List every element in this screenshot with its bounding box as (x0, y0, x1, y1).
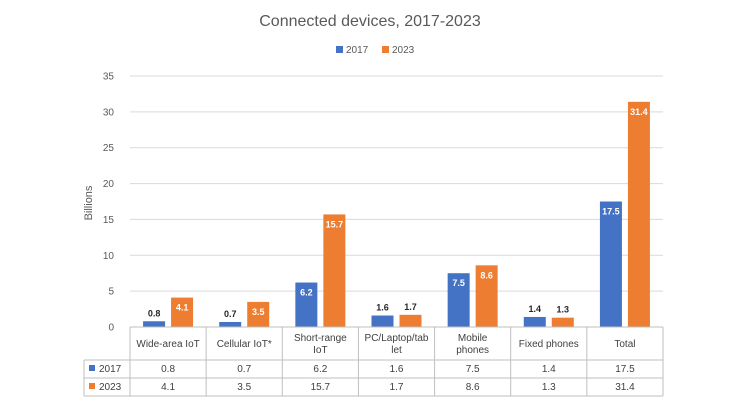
bar-2017 (447, 273, 470, 327)
bar-2023 (399, 314, 422, 327)
y-tick-label: 10 (103, 251, 115, 262)
table-cell: 1.7 (390, 382, 404, 393)
data-label: 17.5 (602, 207, 620, 217)
bar-2017 (219, 321, 242, 327)
legend-label-2017: 2017 (346, 45, 369, 56)
category-label: Total (614, 339, 635, 350)
bar-2023 (247, 301, 270, 327)
data-labels: 0.8 4.1 0.7 3.5 6.2 15.7 1.6 1.7 7.5 8.6 1.4 1.3 17.… (148, 107, 648, 319)
category-label: Mobile (458, 333, 488, 344)
category-label: let (391, 345, 402, 356)
data-label: 31.4 (630, 107, 648, 117)
table-swatch-2023 (89, 383, 95, 389)
category-label: Short-range (294, 333, 347, 344)
table-cell: 31.4 (615, 382, 635, 393)
legend-label-2023: 2023 (392, 45, 415, 56)
data-label: 4.1 (176, 303, 189, 313)
y-tick-label: 35 (103, 72, 115, 83)
bar-2023 (551, 317, 574, 327)
data-label: 0.8 (148, 308, 161, 318)
category-label: Fixed phones (519, 339, 579, 350)
table-cell: 0.7 (237, 364, 251, 375)
bar-2023 (323, 214, 346, 327)
table-swatch-2017 (89, 365, 95, 371)
table-cell: 6.2 (313, 364, 327, 375)
bar-2017 (599, 201, 622, 327)
y-axis-label: Billions (83, 185, 95, 220)
y-tick-label: 30 (103, 107, 115, 118)
category-label: PC/Laptop/tab (365, 333, 429, 344)
table-cell: 15.7 (311, 382, 331, 393)
chart-title: Connected devices, 2017-2023 (259, 13, 481, 30)
legend-swatch-2017 (336, 46, 343, 53)
bar-2023 (475, 265, 498, 327)
data-label: 1.6 (376, 303, 389, 313)
bar-2017 (371, 315, 394, 327)
table-cell: 3.5 (237, 382, 251, 393)
y-tick-label: 20 (103, 179, 115, 190)
y-tick-label: 5 (108, 287, 114, 298)
table-cell: 0.8 (161, 364, 175, 375)
data-label: 6.2 (300, 288, 313, 298)
category-label: Wide-area IoT (136, 339, 199, 350)
data-label: 8.6 (480, 270, 493, 280)
gridlines (130, 75, 663, 328)
table-cell: 1.4 (542, 364, 556, 375)
y-axis-ticks: 0 5 10 15 20 25 30 35 (103, 72, 115, 334)
table-cell: 1.6 (390, 364, 404, 375)
y-tick-label: 25 (103, 143, 115, 154)
bar-2017 (295, 282, 318, 327)
table-cell: 7.5 (466, 364, 480, 375)
y-tick-label: 15 (103, 215, 115, 226)
bar-2023 (171, 297, 194, 327)
table-cell: 4.1 (161, 382, 175, 393)
table-cell: 17.5 (615, 364, 635, 375)
y-tick-label: 0 (108, 323, 114, 334)
category-label: phones (456, 345, 489, 356)
data-label: 15.7 (326, 219, 344, 229)
bars (143, 101, 650, 328)
table-cell: 1.3 (542, 382, 556, 393)
data-label: 1.3 (557, 305, 570, 315)
table-row-label-2023: 2023 (99, 382, 122, 393)
data-label: 7.5 (452, 278, 465, 288)
data-label: 1.4 (529, 304, 542, 314)
data-label: 3.5 (252, 307, 265, 317)
legend: 2017 2023 (336, 45, 415, 56)
bar-2017 (523, 316, 546, 327)
data-label: 0.7 (224, 309, 237, 319)
category-label: IoT (313, 345, 327, 356)
bar-2017 (143, 321, 166, 327)
table-cell: 8.6 (466, 382, 480, 393)
bar-2023 (627, 101, 650, 328)
legend-swatch-2023 (382, 46, 389, 53)
data-label: 1.7 (404, 302, 417, 312)
data-table: Wide-area IoT Cellular IoT* Short-rangeIoT… (83, 326, 664, 397)
category-label: Cellular IoT* (217, 339, 272, 350)
table-row-label-2017: 2017 (99, 364, 122, 375)
